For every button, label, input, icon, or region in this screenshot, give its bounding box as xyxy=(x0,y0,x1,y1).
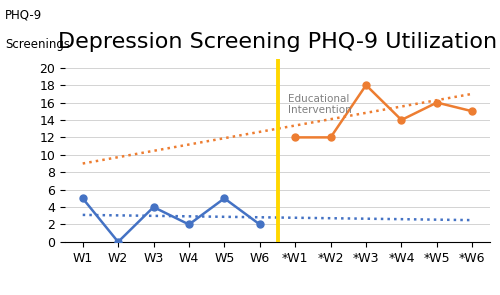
Line: 2020 Data: 2020 Data xyxy=(79,195,264,245)
Text: PHQ-9: PHQ-9 xyxy=(5,9,42,22)
Legend: 2020 Data, 2022 Data: 2020 Data, 2022 Data xyxy=(147,289,408,295)
2020 Data xyxy=(115,240,121,244)
2022 Data xyxy=(292,136,298,139)
2022 Data xyxy=(398,118,404,122)
2020 Data xyxy=(150,205,156,209)
Title: Depression Screening PHQ-9 Utilization: Depression Screening PHQ-9 Utilization xyxy=(58,32,497,52)
2020 Data xyxy=(80,196,86,200)
2022 Data xyxy=(328,136,334,139)
2020 Data xyxy=(222,196,228,200)
2020 Data xyxy=(186,223,192,226)
Text: Screenings: Screenings xyxy=(5,38,70,51)
2022 Data xyxy=(470,109,476,113)
Line: 2022 Data: 2022 Data xyxy=(292,82,476,141)
2020 Data xyxy=(257,223,263,226)
2022 Data xyxy=(363,83,369,87)
2022 Data xyxy=(434,101,440,104)
Text: Educational
Intervention: Educational Intervention xyxy=(288,94,352,115)
